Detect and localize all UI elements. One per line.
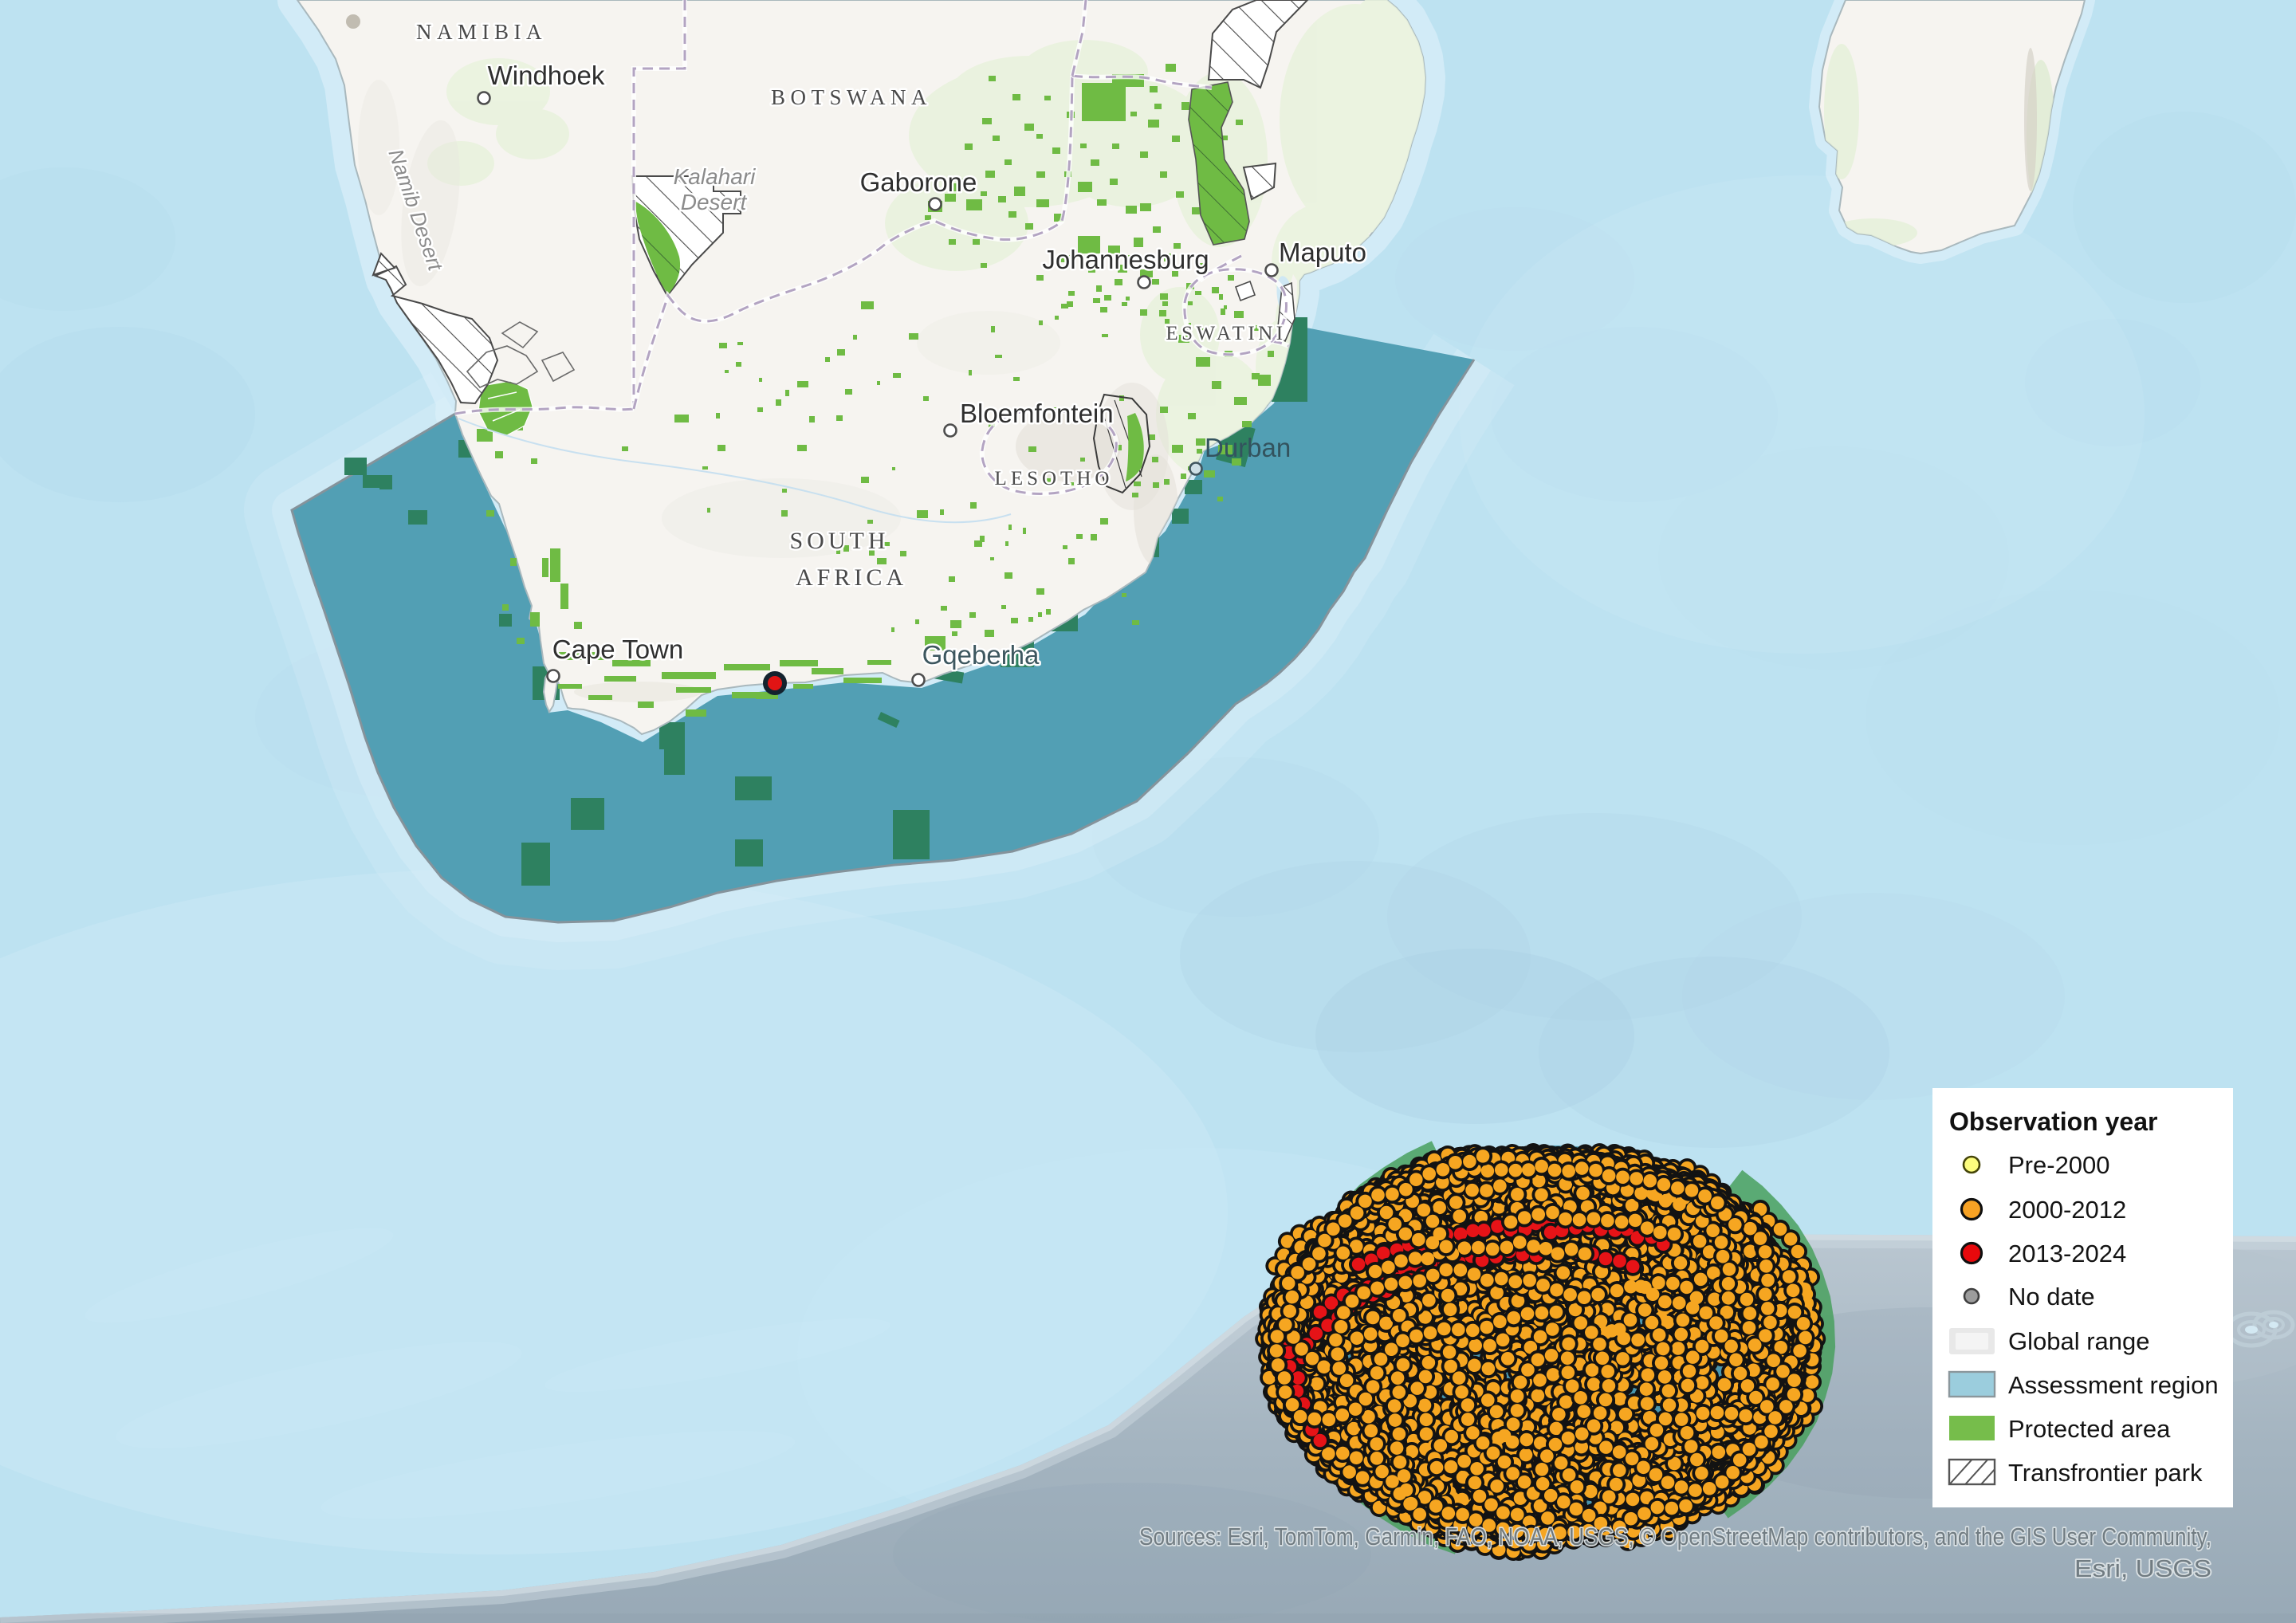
svg-text:BOTSWANA: BOTSWANA: [771, 85, 932, 109]
svg-text:Sources: Esri, TomTom, Garmin,: Sources: Esri, TomTom, Garmin, FAO, NOAA…: [1139, 1523, 2211, 1550]
svg-text:2013-2024: 2013-2024: [2008, 1240, 2126, 1267]
svg-text:Gqeberha: Gqeberha: [922, 640, 1040, 670]
svg-text:2000-2012: 2000-2012: [2008, 1196, 2126, 1224]
svg-text:No date: No date: [2008, 1283, 2095, 1311]
svg-text:LESOTHO: LESOTHO: [995, 468, 1114, 489]
svg-text:Maputo: Maputo: [1279, 238, 1366, 267]
svg-text:NAMIBIA: NAMIBIA: [416, 20, 547, 44]
svg-text:Assessment region: Assessment region: [2008, 1371, 2219, 1399]
svg-text:Global range: Global range: [2008, 1327, 2150, 1355]
svg-text:Windhoek: Windhoek: [488, 61, 605, 90]
svg-text:Kalahari: Kalahari: [674, 164, 757, 189]
svg-text:Cape Town: Cape Town: [552, 635, 684, 664]
svg-text:ESWATINI: ESWATINI: [1166, 323, 1286, 344]
svg-text:Gaborone: Gaborone: [860, 167, 977, 197]
svg-text:Desert: Desert: [681, 190, 748, 214]
svg-text:Esri, USGS: Esri, USGS: [2074, 1554, 2211, 1582]
svg-text:Observation year: Observation year: [1949, 1107, 2157, 1136]
svg-text:Durban: Durban: [1205, 433, 1291, 462]
svg-text:Bloemfontein: Bloemfontein: [960, 399, 1114, 428]
svg-text:Transfrontier park: Transfrontier park: [2008, 1459, 2203, 1487]
svg-text:AFRICA: AFRICA: [796, 564, 907, 591]
svg-text:SOUTH: SOUTH: [789, 528, 889, 554]
svg-text:Johannesburg: Johannesburg: [1042, 245, 1209, 274]
svg-text:Protected area: Protected area: [2008, 1415, 2171, 1443]
svg-text:Pre-2000: Pre-2000: [2008, 1151, 2110, 1179]
